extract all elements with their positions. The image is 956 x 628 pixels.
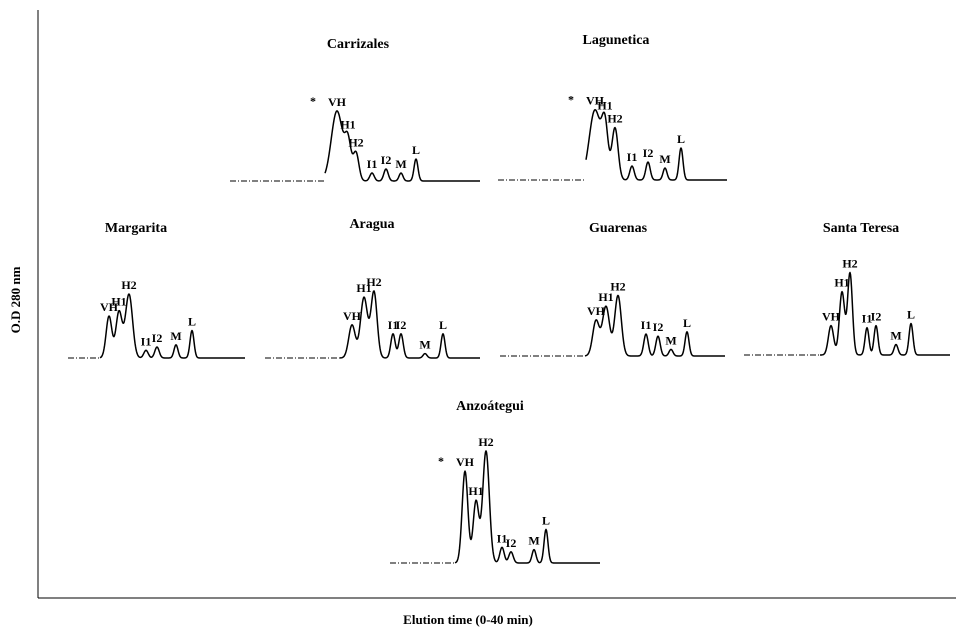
peak-label: H1 (597, 99, 612, 113)
peak-label: VH (456, 455, 475, 469)
peak-label: I2 (871, 310, 882, 324)
peak-label: L (439, 318, 447, 332)
peak-label: H2 (478, 435, 493, 449)
peak-label: H1 (468, 484, 483, 498)
peak-label: H2 (842, 257, 857, 271)
peak-label: H2 (610, 279, 625, 293)
peak-label: I2 (381, 153, 392, 167)
peak-label: M (659, 152, 670, 166)
peak-label: VH (587, 304, 606, 318)
peak-label: M (890, 329, 901, 343)
peak-label: L (542, 513, 550, 527)
panel-title: Guarenas (589, 221, 648, 236)
peak-label: I1 (641, 318, 652, 332)
peak-label: VH (343, 309, 362, 323)
peak-label: H1 (340, 117, 355, 131)
peak-label: VH (822, 310, 841, 324)
peak-label: M (170, 329, 181, 343)
chromatogram-trace (584, 294, 726, 357)
peak-label: M (528, 534, 539, 548)
panel-title: Aragua (349, 217, 394, 232)
peak-label: H1 (834, 276, 849, 290)
chromatogram-trace (324, 110, 481, 182)
asterisk-marker: * (310, 94, 316, 108)
y-axis-label: O.D 280 nm (8, 266, 23, 333)
peak-label: M (395, 157, 406, 171)
peak-label: L (907, 308, 915, 322)
peak-label: VH (586, 94, 605, 108)
peak-label: I1 (627, 150, 638, 164)
peak-label: I1 (497, 531, 508, 545)
asterisk-marker: * (438, 454, 444, 468)
peak-label: I2 (653, 320, 664, 334)
peak-label: M (665, 333, 676, 347)
panel-title: Lagunetica (583, 33, 650, 48)
peak-label: I2 (152, 331, 163, 345)
panel: Carrizales VH * H1 H2 I1 I2 ML (230, 37, 481, 182)
peak-label: I1 (367, 157, 378, 171)
peak-label: M (419, 338, 430, 352)
x-axis-label: Elution time (0-40 min) (403, 612, 533, 627)
peak-label: H2 (121, 278, 136, 292)
peak-label: L (188, 315, 196, 329)
chromatogram-trace (339, 290, 481, 359)
peak-label: L (412, 143, 420, 157)
chromatogram-trace (819, 271, 951, 356)
peak-label: I2 (396, 318, 407, 332)
peak-label: H1 (356, 281, 371, 295)
peak-label: H2 (607, 112, 622, 126)
panel-title: Carrizales (327, 37, 390, 52)
peak-label: I2 (506, 536, 517, 550)
peak-label: H2 (366, 275, 381, 289)
peak-label: I1 (141, 334, 152, 348)
asterisk-marker: * (568, 93, 574, 107)
chromatogram-trace (454, 450, 601, 564)
peak-label: H1 (111, 295, 126, 309)
panel-title: Margarita (105, 221, 167, 236)
chromatogram-trace (99, 293, 246, 359)
peak-label: L (683, 316, 691, 330)
peak-label: VH (328, 95, 347, 109)
peak-label: I1 (388, 318, 399, 332)
peak-label: VH (100, 300, 119, 314)
peak-label: H2 (348, 136, 363, 150)
peak-label: I1 (862, 312, 873, 326)
chromatogram-trace (585, 108, 728, 181)
panel-title: Anzoátegui (456, 399, 524, 414)
panel-title: Santa Teresa (823, 221, 899, 236)
peak-label: I2 (643, 146, 654, 160)
peak-label: L (677, 132, 685, 146)
peak-label: H1 (598, 290, 613, 304)
